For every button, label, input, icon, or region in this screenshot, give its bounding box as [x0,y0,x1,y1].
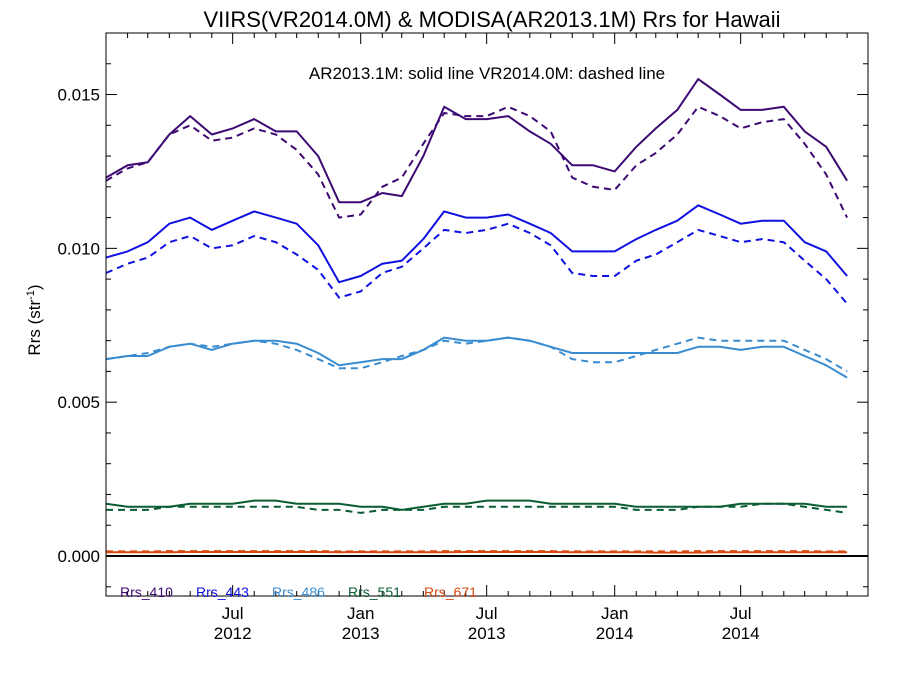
legend: Rrs_410 Rrs_443 Rrs_486 Rrs_551 Rrs_671 [120,584,477,600]
chart-title: VIIRS(VR2014.0M) & MODISA(AR2013.1M) Rrs… [203,7,780,32]
series-line-rrs-410-solid [105,78,848,204]
x-tick-label-month: Jan [347,604,374,623]
x-tick-label-month: Jul [222,604,244,623]
x-tick-label-year: 2013 [342,624,380,643]
x-tick-label-year: 2014 [596,624,634,643]
series-line-rrs-551-dashed [106,502,848,514]
legend-item-rrs-410: Rrs_410 [120,584,173,600]
y-tick-label: 0.010 [57,239,100,258]
y-tick-label: 0.005 [57,393,100,412]
series-line-rrs-486-solid [105,336,848,379]
y-axis-label: Rrs (str-1) [25,284,44,355]
legend-item-rrs-551: Rrs_551 [348,584,401,600]
x-tick-label-month: Jul [730,604,752,623]
y-axis-label-sup: -1 [25,290,37,300]
y-tick-label: 0.000 [57,547,100,566]
x-tick-label-year: 2013 [468,624,506,643]
y-axis-label-close: ) [25,284,44,290]
x-tick-label-year: 2012 [214,624,252,643]
series-line-rrs-486-dashed [105,336,848,373]
legend-item-rrs-486: Rrs_486 [272,584,325,600]
x-tick-label-year: 2014 [722,624,760,643]
legend-item-rrs-443: Rrs_443 [196,584,249,600]
series-line-rrs-410-dashed [105,105,848,219]
y-axis-label-main: Rrs (str [25,300,44,356]
x-tick-label-month: Jan [601,604,628,623]
plot-area: 0.0000.0050.0100.015Jul2012Jan2013Jul201… [57,32,869,643]
series-line-rrs-443-solid [105,204,848,284]
series-line-rrs-551-solid [105,499,848,511]
plot-frame [105,32,869,597]
legend-item-rrs-671: Rrs_671 [424,584,477,600]
y-tick-label: 0.015 [57,86,100,105]
line-style-annotation: AR2013.1M: solid line VR2014.0M: dashed … [309,64,665,83]
series-line-rrs-443-dashed [105,222,848,305]
x-tick-label-month: Jul [476,604,498,623]
